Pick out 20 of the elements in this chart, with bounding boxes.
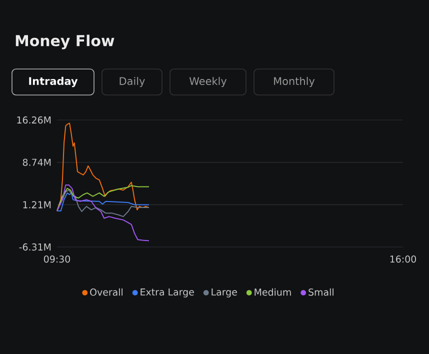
legend-label: Large xyxy=(212,288,237,298)
chart-title: Money Flow xyxy=(16,34,114,50)
line-series xyxy=(56,122,150,212)
legend-label: Small xyxy=(308,288,334,296)
legend-label: Extra Large xyxy=(140,288,194,298)
y-tick-label: -6.31M xyxy=(19,243,51,251)
y-tick-label: 8.74M xyxy=(22,158,51,166)
line-series xyxy=(56,184,150,242)
text: Intraday xyxy=(29,76,78,88)
y-tick-label: 1.21M xyxy=(23,201,51,208)
line-series xyxy=(56,185,150,212)
x-tick-label: 09:30 xyxy=(44,256,70,263)
legend-label: Medium xyxy=(254,288,291,296)
x-tick-label: 16:00 xyxy=(390,256,416,263)
line-series xyxy=(56,192,150,212)
text: Weekly xyxy=(189,76,227,88)
text: Monthly xyxy=(274,76,315,88)
text: Daily xyxy=(120,76,145,88)
legend-label: Overall xyxy=(90,288,123,296)
y-tick-label: 16.26M xyxy=(17,116,51,124)
